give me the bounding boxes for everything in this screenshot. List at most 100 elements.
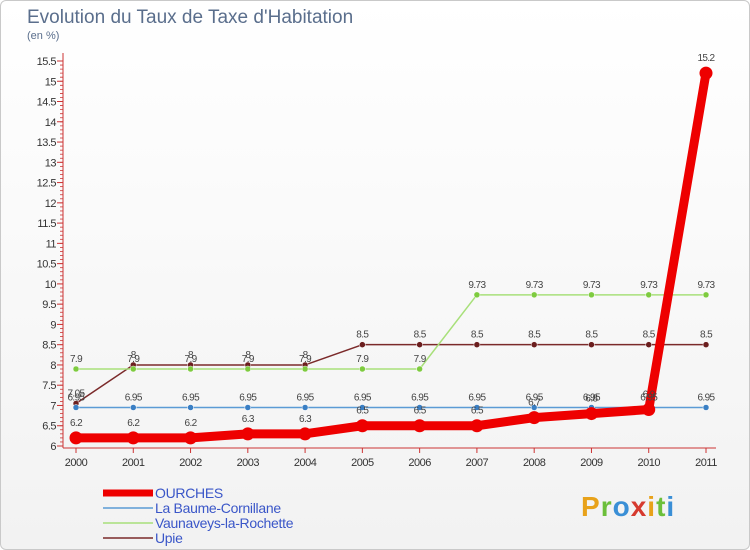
x-tick-label: 2011 xyxy=(695,457,717,469)
data-label: 8 xyxy=(188,350,194,361)
data-point xyxy=(473,341,481,348)
data-label: 6.95 xyxy=(125,393,143,404)
data-label: 7.05 xyxy=(67,388,85,399)
data-point xyxy=(359,365,366,373)
data-label: 6.95 xyxy=(583,393,601,404)
data-point xyxy=(69,431,83,445)
data-point xyxy=(702,341,710,348)
data-point xyxy=(416,341,423,348)
x-tick-label: 2003 xyxy=(237,457,260,469)
data-label: 6.3 xyxy=(242,414,255,425)
data-point xyxy=(470,419,484,433)
data-point xyxy=(530,291,538,299)
data-point xyxy=(530,404,538,411)
x-tick-label: 2006 xyxy=(408,457,431,469)
y-tick-label: 6 xyxy=(50,441,56,453)
series-line xyxy=(75,294,707,370)
data-label: 6.95 xyxy=(67,393,85,404)
logo-letter: o xyxy=(612,491,631,522)
y-tick-label: 6.5 xyxy=(42,421,56,433)
x-tick-label: 2008 xyxy=(523,457,546,469)
data-point xyxy=(702,404,710,411)
y-tick-label: 14.5 xyxy=(37,97,57,109)
data-label: 7.9 xyxy=(127,354,140,365)
data-label: 15.2 xyxy=(697,53,715,64)
data-label: 6.2 xyxy=(127,418,140,429)
data-label: 7.9 xyxy=(70,354,83,365)
data-label: 8.5 xyxy=(585,330,598,341)
data-point xyxy=(645,291,652,299)
y-tick-label: 7.5 xyxy=(42,380,56,392)
y-tick-label: 8 xyxy=(50,360,56,372)
data-label: 6.3 xyxy=(299,414,312,425)
data-point xyxy=(645,341,652,348)
data-label: 9.73 xyxy=(526,280,544,291)
x-tick-label: 2002 xyxy=(179,457,202,469)
data-label: 6.5 xyxy=(414,406,427,417)
data-point xyxy=(416,404,423,411)
x-tick-label: 2004 xyxy=(294,457,317,469)
y-tick-label: 15 xyxy=(45,76,57,88)
x-tick-label: 2005 xyxy=(351,457,374,469)
legend-label: La Baume-Cornillane xyxy=(155,500,281,516)
logo-letter: t xyxy=(656,491,667,522)
data-point xyxy=(301,365,309,373)
x-tick-label: 2000 xyxy=(65,457,88,469)
y-tick-label: 12.5 xyxy=(37,178,57,190)
data-point xyxy=(642,403,656,417)
data-point xyxy=(413,419,427,433)
logo-letter: x xyxy=(630,491,648,522)
data-label: 6.95 xyxy=(697,393,715,404)
data-label: 8.5 xyxy=(356,330,369,341)
data-point xyxy=(588,291,595,299)
data-point xyxy=(702,291,710,299)
y-tick-label: 10.5 xyxy=(37,259,57,271)
y-tick-label: 9.5 xyxy=(42,299,56,311)
data-point xyxy=(72,404,80,411)
chart-title: Evolution du Taux de Taxe d'Habitation xyxy=(27,7,354,28)
logo-letter: P xyxy=(581,491,601,522)
data-label: 7.9 xyxy=(184,354,197,365)
data-point xyxy=(130,365,137,373)
data-label: 6.2 xyxy=(184,418,197,429)
data-point xyxy=(473,404,481,411)
data-label: 6.5 xyxy=(471,406,484,417)
data-label: 6.95 xyxy=(526,393,544,404)
x-tick-label: 2001 xyxy=(122,457,145,469)
y-tick-label: 11.5 xyxy=(37,218,56,230)
x-tick-label: 2009 xyxy=(580,457,603,469)
logo-letter: i xyxy=(647,491,657,522)
proxiti-logo: Proxiti xyxy=(581,491,675,523)
data-label: 6.95 xyxy=(354,393,372,404)
data-label: 9.73 xyxy=(640,280,658,291)
data-point xyxy=(130,404,137,411)
y-tick-label: 8.5 xyxy=(42,340,56,352)
y-tick-label: 9 xyxy=(50,319,56,331)
data-point xyxy=(473,291,481,299)
data-point xyxy=(187,365,194,373)
x-tick-label: 2007 xyxy=(466,457,489,469)
data-label: 9.73 xyxy=(697,280,715,291)
data-point xyxy=(184,431,198,445)
series-line xyxy=(71,68,711,443)
y-tick-label: 14 xyxy=(45,117,57,129)
y-tick-label: 13.5 xyxy=(37,137,57,149)
x-tick-label: 2010 xyxy=(637,457,660,469)
data-label: 8.5 xyxy=(414,330,427,341)
data-point xyxy=(301,404,309,411)
data-point xyxy=(588,341,595,348)
data-label: 6.5 xyxy=(356,406,369,417)
data-label: 6.95 xyxy=(239,393,257,404)
y-tick-label: 11 xyxy=(46,238,57,250)
data-point xyxy=(355,419,369,433)
data-point xyxy=(530,341,538,348)
y-tick-label: 10 xyxy=(45,279,57,291)
data-point xyxy=(244,365,252,373)
y-tick-label: 13 xyxy=(45,157,57,169)
data-label: 6.8 xyxy=(585,394,598,405)
logo-letter: r xyxy=(600,491,613,522)
data-point xyxy=(244,404,252,411)
legend-label: Upie xyxy=(155,530,183,546)
data-label: 9.73 xyxy=(583,280,601,291)
